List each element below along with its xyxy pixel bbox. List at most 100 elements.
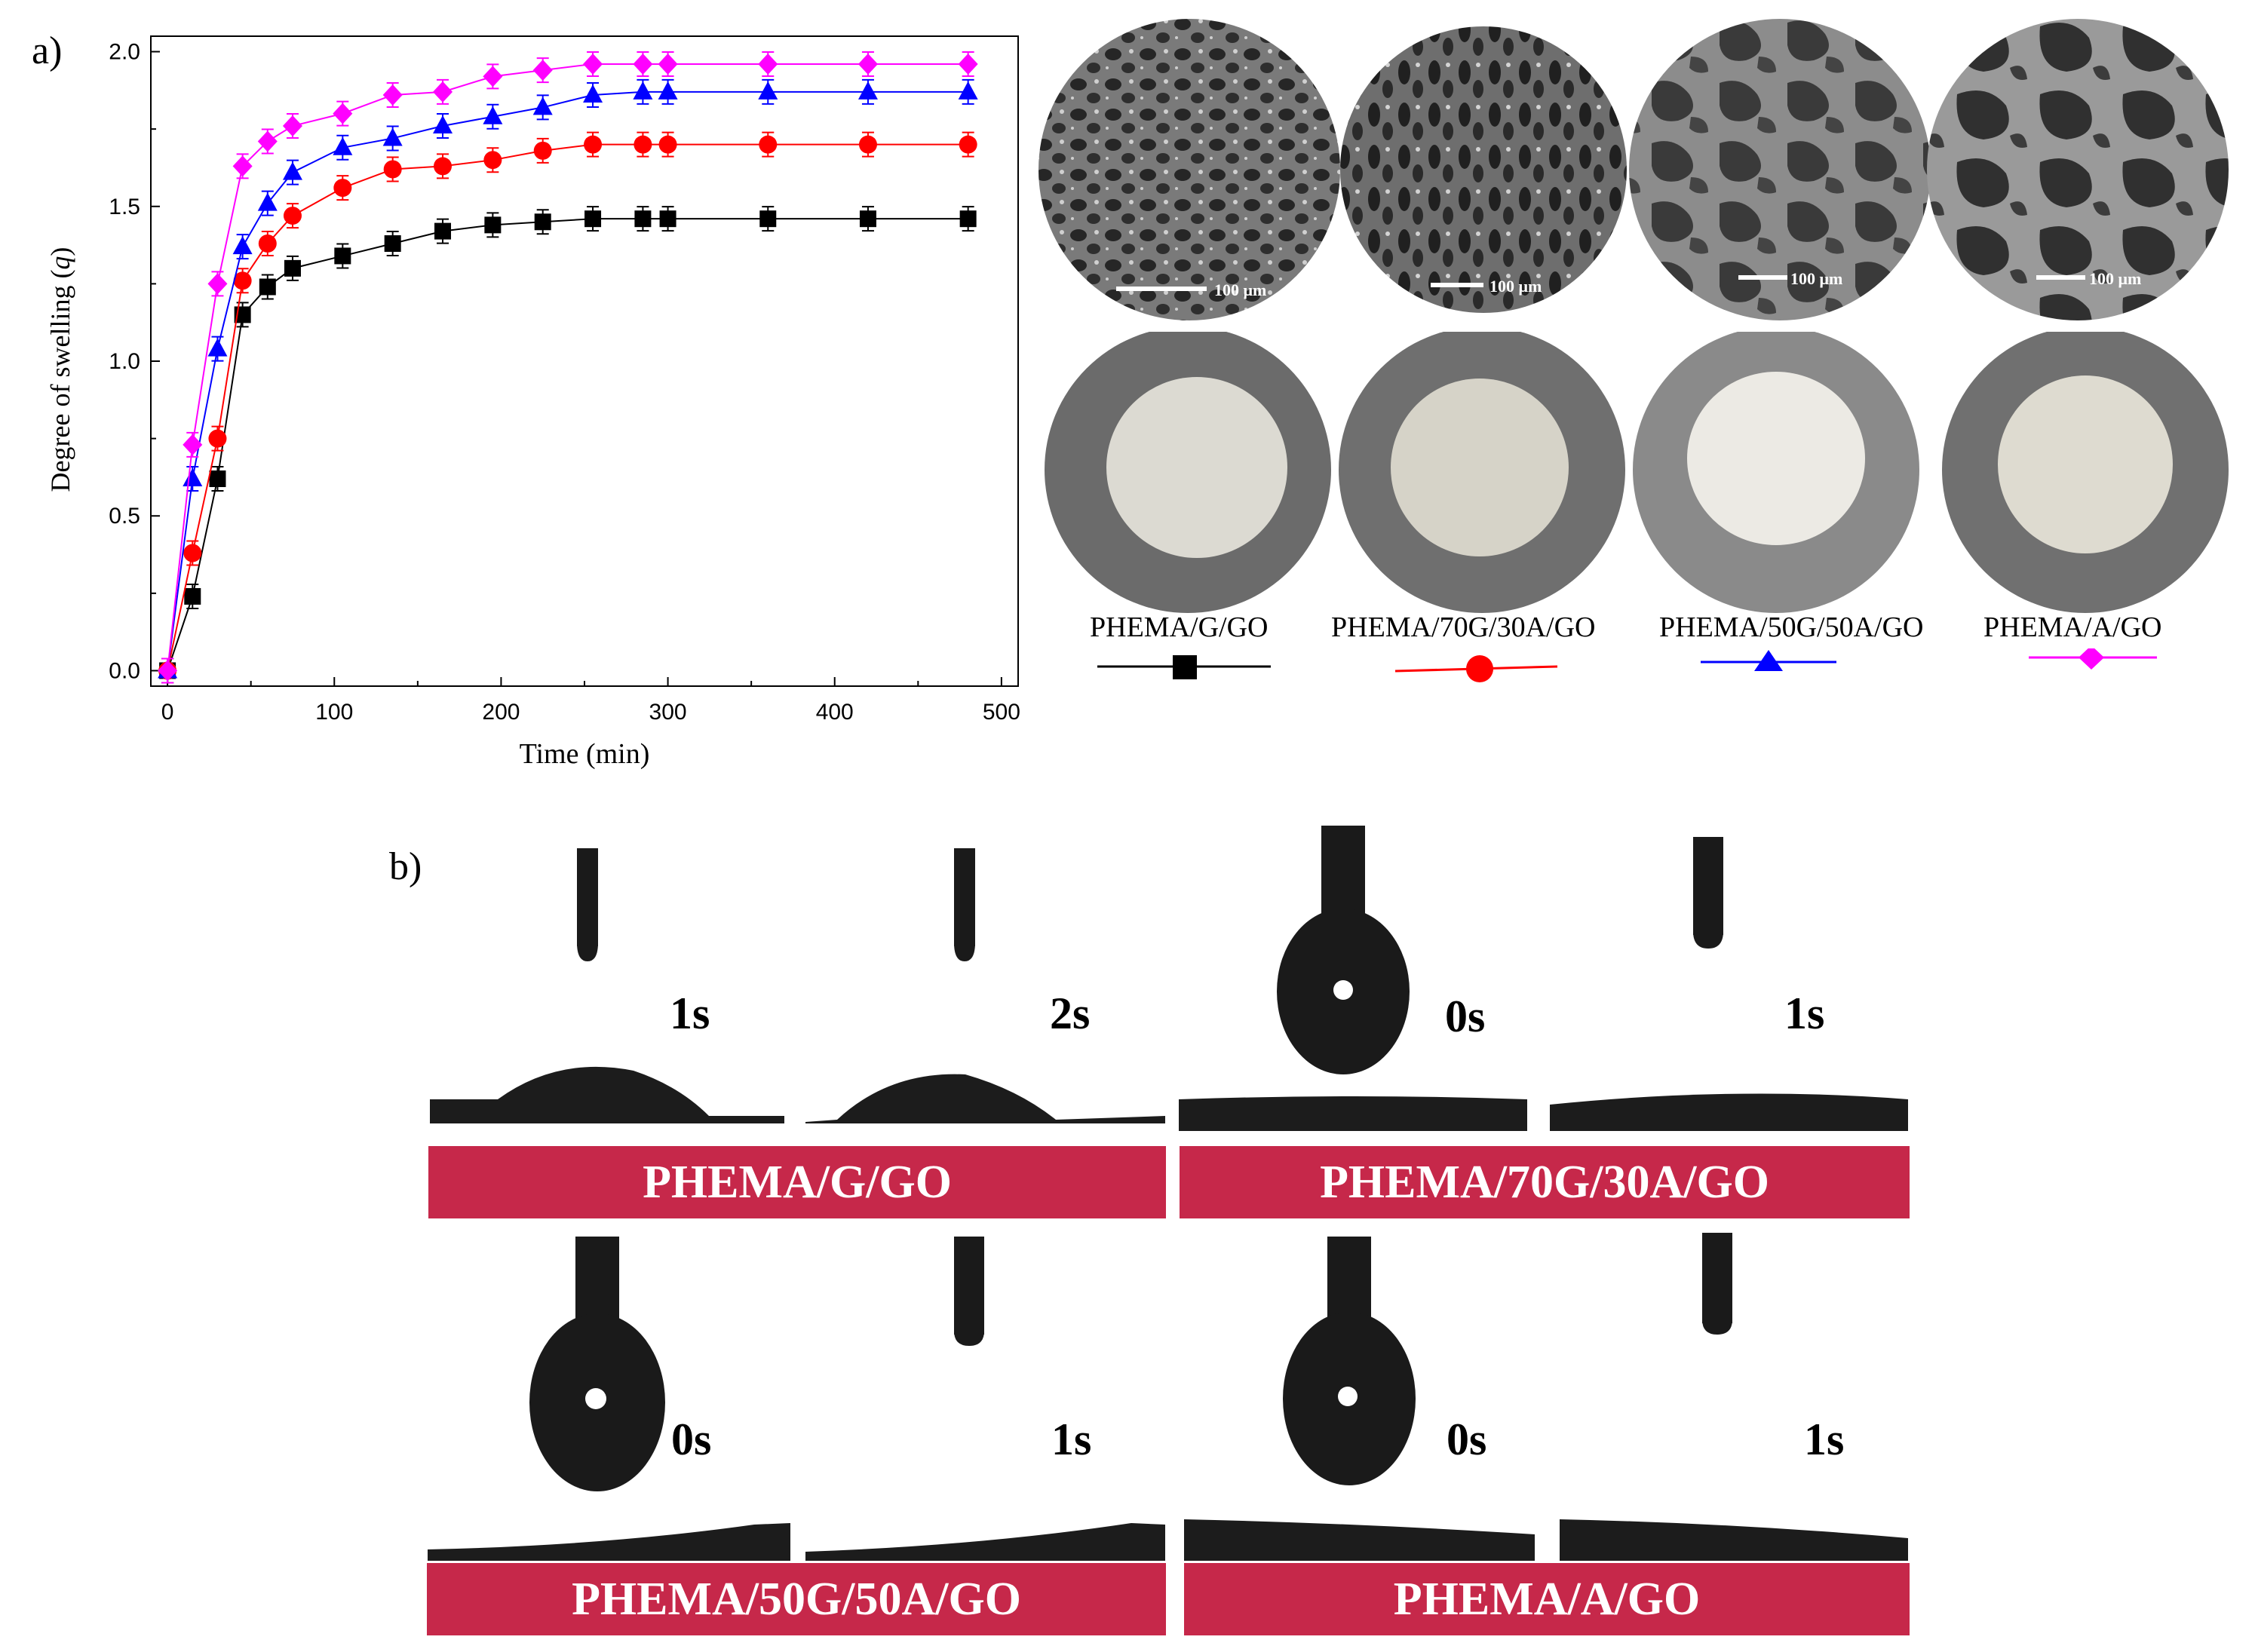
ca-phema-70g-30a-go bbox=[1179, 826, 1908, 1131]
data-point-phema-g-go bbox=[959, 210, 977, 228]
data-point-phema-g-go bbox=[484, 216, 502, 234]
data-point-phema-50g-50a-go bbox=[333, 136, 353, 155]
data-point-phema-g-go bbox=[334, 247, 351, 265]
sample-name-3: PHEMA/50G/50A/GO bbox=[1659, 611, 1924, 643]
photo-phema-50g-50a-go bbox=[1633, 332, 1919, 613]
sample-bar-phema-70g-30a-go: PHEMA/70G/30A/GO bbox=[1180, 1146, 1910, 1218]
data-point-phema-70g-30a-go bbox=[233, 271, 252, 290]
sample-name-4: PHEMA/A/GO bbox=[1983, 611, 2162, 643]
sample-photos bbox=[1045, 332, 2229, 613]
y-axis-label: Degree of swelling (q) bbox=[45, 247, 75, 492]
data-point-phema-70g-30a-go bbox=[959, 135, 977, 154]
sem-image-phema-a-go: 100 μm bbox=[1927, 19, 2229, 320]
sem-micrographs: 100 μm 100 μm 100 μm 100 μm bbox=[1038, 19, 2229, 320]
ca-phema-50g-50a-go bbox=[428, 1237, 1165, 1561]
data-point-phema-70g-30a-go bbox=[333, 179, 352, 198]
time-label: 1s bbox=[1051, 1414, 1092, 1464]
x-tick-label: 400 bbox=[816, 700, 854, 725]
data-point-phema-a-go bbox=[382, 84, 403, 106]
sample-bar-phema-g-go: PHEMA/G/GO bbox=[428, 1146, 1166, 1218]
x-tick-label: 300 bbox=[649, 700, 687, 725]
data-point-phema-50g-50a-go bbox=[433, 115, 453, 134]
sample-bar-phema-50g-50a-go: PHEMA/50G/50A/GO bbox=[427, 1563, 1166, 1635]
data-point-phema-50g-50a-go bbox=[958, 81, 978, 100]
legend-symbol-phema-50g-50a-go bbox=[1701, 650, 1836, 671]
data-point-phema-a-go bbox=[257, 130, 278, 152]
data-point-phema-a-go bbox=[958, 53, 978, 75]
panel-label-a: a) bbox=[32, 29, 63, 72]
data-point-phema-50g-50a-go bbox=[583, 84, 603, 103]
data-point-phema-g-go bbox=[534, 213, 551, 231]
ca-phema-a-go bbox=[1184, 1233, 1908, 1561]
ca-phema-g-go bbox=[430, 848, 1165, 1123]
sem-image-phema-g-go: 100 μm bbox=[1038, 19, 1340, 320]
x-tick-label: 500 bbox=[983, 700, 1020, 725]
data-point-phema-g-go bbox=[209, 470, 226, 487]
data-point-phema-g-go bbox=[659, 210, 676, 228]
sem-image-phema-70g-30a-go: 100 μm bbox=[1340, 26, 1627, 313]
data-point-phema-50g-50a-go bbox=[282, 161, 302, 180]
data-point-phema-50g-50a-go bbox=[183, 467, 203, 486]
data-point-phema-a-go bbox=[158, 660, 178, 682]
data-point-phema-a-go bbox=[633, 53, 653, 75]
data-point-phema-g-go bbox=[434, 222, 452, 240]
y-tick-label: 0.0 bbox=[109, 658, 140, 683]
data-point-phema-a-go bbox=[758, 53, 778, 75]
y-tick-label: 1.5 bbox=[109, 195, 140, 219]
time-label: 0s bbox=[1445, 992, 1486, 1041]
data-point-phema-50g-50a-go bbox=[207, 338, 228, 357]
data-point-phema-70g-30a-go bbox=[858, 135, 877, 154]
data-point-phema-a-go bbox=[333, 103, 353, 124]
legend-symbol-phema-a-go bbox=[2029, 648, 2157, 670]
data-point-phema-g-go bbox=[584, 210, 602, 228]
data-point-phema-g-go bbox=[634, 210, 652, 228]
data-point-phema-50g-50a-go bbox=[633, 81, 653, 100]
data-point-phema-50g-50a-go bbox=[483, 106, 503, 124]
data-point-phema-a-go bbox=[532, 60, 553, 81]
data-point-phema-70g-30a-go bbox=[658, 135, 677, 154]
data-point-phema-50g-50a-go bbox=[532, 97, 553, 115]
data-point-phema-a-go bbox=[282, 115, 302, 137]
data-point-phema-a-go bbox=[658, 53, 678, 75]
time-label: 0s bbox=[1447, 1414, 1487, 1464]
data-point-phema-g-go bbox=[384, 235, 401, 253]
y-tick-label: 0.5 bbox=[109, 504, 140, 529]
photo-phema-70g-30a-go bbox=[1339, 332, 1625, 613]
time-label: 0s bbox=[671, 1414, 712, 1464]
sample-legend bbox=[1097, 648, 2157, 682]
sample-name-1: PHEMA/G/GO bbox=[1090, 611, 1269, 643]
contact-angle-images bbox=[428, 826, 1908, 1561]
data-point-phema-50g-50a-go bbox=[382, 127, 403, 146]
y-tick-label: 2.0 bbox=[109, 40, 140, 65]
sample-bar-phema-a-go: PHEMA/A/GO bbox=[1184, 1563, 1910, 1635]
data-point-phema-g-go bbox=[259, 278, 276, 296]
data-point-phema-g-go bbox=[759, 210, 777, 228]
data-point-phema-a-go bbox=[433, 81, 453, 103]
time-label: 1s bbox=[1784, 988, 1825, 1038]
data-point-phema-70g-30a-go bbox=[258, 234, 277, 253]
time-label: 1s bbox=[670, 988, 710, 1038]
data-point-phema-g-go bbox=[184, 587, 201, 605]
svg-text:100 μm: 100 μm bbox=[1214, 280, 1266, 299]
series-line-phema-a-go bbox=[167, 63, 968, 671]
data-point-phema-70g-30a-go bbox=[208, 429, 227, 448]
data-point-phema-70g-30a-go bbox=[634, 135, 652, 154]
sample-name-2: PHEMA/70G/30A/GO bbox=[1331, 611, 1596, 643]
data-point-phema-70g-30a-go bbox=[533, 141, 552, 160]
data-point-phema-70g-30a-go bbox=[759, 135, 778, 154]
data-point-phema-70g-30a-go bbox=[383, 160, 402, 179]
legend-symbol-phema-g-go bbox=[1097, 655, 1271, 679]
series-line-phema-g-go bbox=[167, 218, 968, 671]
data-point-phema-g-go bbox=[284, 259, 301, 277]
time-label: 2s bbox=[1050, 988, 1091, 1038]
panel-label-b: b) bbox=[389, 845, 422, 888]
data-point-phema-70g-30a-go bbox=[283, 207, 302, 225]
data-point-phema-a-go bbox=[483, 66, 503, 87]
swelling-chart: 0 100 200 300 400 500 0.0 0.5 1.0 1.5 2.0 Time (mi… bbox=[45, 35, 1020, 770]
data-point-phema-50g-50a-go bbox=[257, 192, 278, 211]
data-point-phema-a-go bbox=[183, 434, 203, 455]
data-point-phema-50g-50a-go bbox=[857, 81, 878, 100]
data-point-phema-g-go bbox=[859, 210, 876, 228]
data-point-phema-50g-50a-go bbox=[232, 236, 253, 255]
svg-text:100 μm: 100 μm bbox=[2089, 269, 2141, 288]
